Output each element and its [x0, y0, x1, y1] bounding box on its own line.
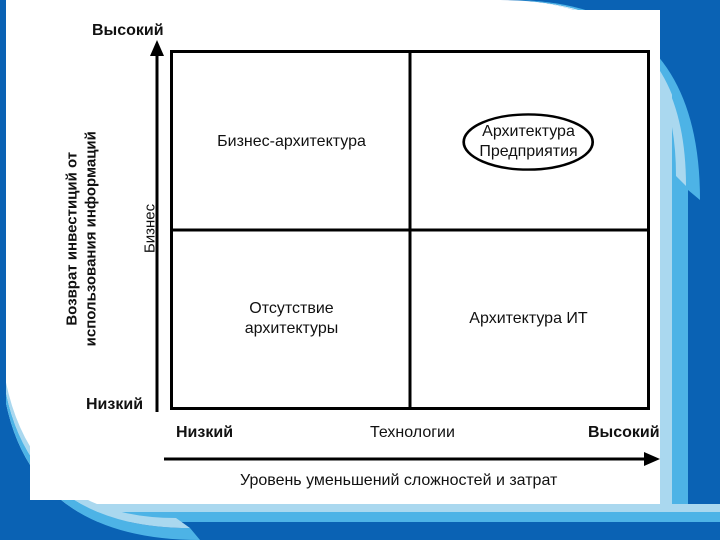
x-axis-low-label: Низкий — [176, 424, 233, 442]
x-axis-high-label: Высокий — [588, 424, 660, 442]
y-axis-title-line2: использования информаций — [82, 131, 99, 346]
y-axis-title-line1: Возврат инвестиций от — [63, 152, 80, 326]
quadrant-top-right-line2: Предприятия — [479, 143, 577, 160]
quadrant-top-left: Бизнес-архитектура — [173, 53, 410, 230]
highlight-ellipse: Архитектура Предприятия — [461, 112, 595, 172]
quadrant-bottom-left-line2: архитектуры — [245, 320, 339, 337]
quadrant-bottom-right-label: Архитектура ИТ — [469, 309, 587, 329]
x-axis-arrow — [164, 452, 660, 466]
quadrant-matrix: Бизнес-архитектура Архитектура Предприят… — [170, 50, 650, 410]
x-axis-title: Уровень уменьшений сложностей и затрат — [240, 472, 557, 490]
quadrant-bottom-left-line1: Отсутствие — [249, 300, 333, 317]
quadrant-top-left-label: Бизнес-архитектура — [217, 132, 366, 152]
quadrant-bottom-right: Архитектура ИТ — [410, 230, 647, 407]
diagram-area: Высокий Низкий Возврат инвестиций от исп… — [0, 0, 720, 540]
quadrant-top-right-line1: Архитектура — [482, 123, 575, 140]
y-axis-title: Возврат инвестиций от использования инфо… — [63, 131, 101, 346]
y-axis-sublabel: Бизнес — [142, 204, 159, 253]
quadrant-top-right: Архитектура Предприятия — [410, 53, 647, 230]
x-axis-mid-label: Технологии — [370, 424, 455, 442]
quadrant-bottom-left: Отсутствие архитектуры — [173, 230, 410, 407]
y-axis-high-label: Высокий — [92, 22, 164, 40]
y-axis-low-label: Низкий — [86, 396, 143, 414]
